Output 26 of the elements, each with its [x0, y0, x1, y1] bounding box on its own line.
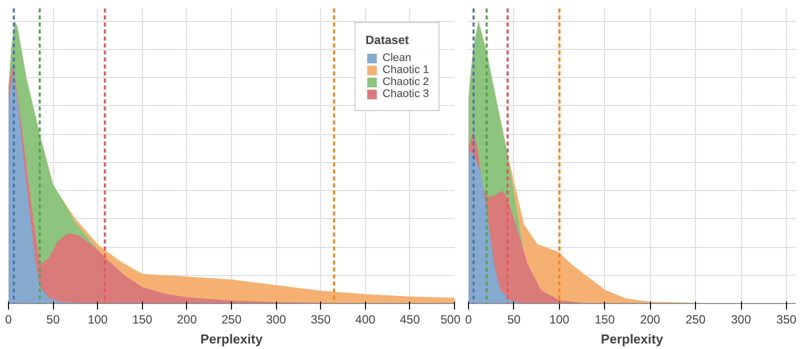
- x-tick-label: 50: [507, 312, 521, 326]
- x-tick-label: 250: [686, 312, 706, 326]
- x-tick-label: 100: [88, 312, 108, 326]
- legend-label: Chaotic 3: [382, 88, 429, 100]
- x-tick-label: 150: [132, 312, 153, 326]
- x-tick-label: 100: [549, 312, 570, 326]
- legend-label: Chaotic 1: [382, 64, 429, 76]
- x-tick-label: 450: [400, 312, 420, 326]
- x-tick-label: 300: [266, 312, 286, 326]
- x-tick-label: 200: [176, 312, 198, 326]
- x-tick-label: 0: [5, 312, 12, 326]
- x-axis-title: Perplexity: [600, 332, 664, 346]
- x-tick-label: 250: [221, 312, 242, 326]
- x-tick-label: 350: [310, 312, 332, 326]
- x-tick-label: 150: [594, 312, 616, 326]
- x-tick-label: 200: [640, 312, 661, 326]
- x-tick-label: 0: [465, 312, 472, 326]
- x-axis-title: Perplexity: [200, 332, 264, 346]
- legend-label: Clean: [382, 52, 412, 64]
- x-tick-label: 50: [46, 312, 60, 326]
- x-tick-label: 500: [440, 312, 461, 326]
- x-tick-label: 350: [776, 312, 797, 326]
- x-tick-label: 400: [355, 312, 376, 326]
- x-tick-label: 300: [730, 312, 752, 326]
- legend-label: Chaotic 2: [382, 76, 429, 88]
- legend-title: Dataset: [366, 33, 410, 47]
